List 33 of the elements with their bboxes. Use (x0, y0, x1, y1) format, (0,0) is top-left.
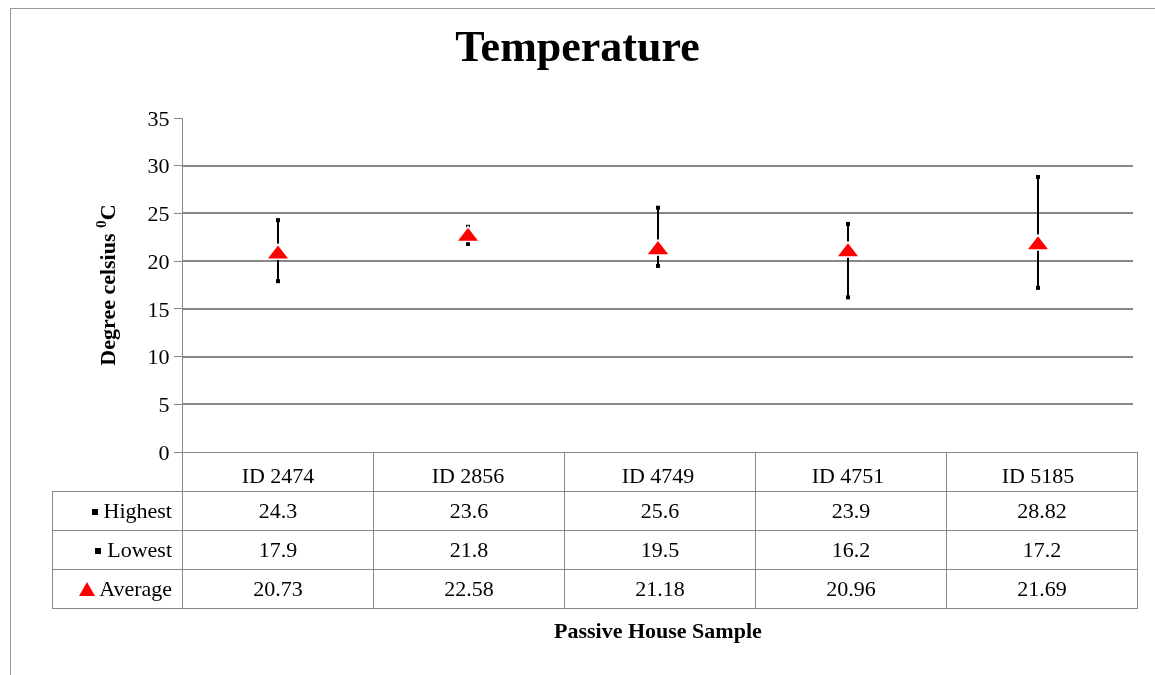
data-label: 23.9 (755, 491, 947, 531)
data-label: 20.96 (755, 569, 947, 609)
x-tick-label: ID 4749 (621, 463, 695, 489)
x-tick-label: ID 2856 (431, 463, 505, 489)
y-tick-label: 25 (147, 201, 170, 227)
legend-label: Average (99, 576, 172, 601)
y-tick-label: 5 (158, 391, 170, 417)
data-label: 21.8 (373, 530, 565, 570)
legend-label: Lowest (107, 537, 172, 562)
data-label: 28.82 (946, 491, 1138, 531)
data-label: 17.2 (946, 530, 1138, 570)
data-label: 24.3 (182, 491, 374, 531)
data-label: 21.69 (946, 569, 1138, 609)
y-tick-label: 35 (147, 105, 170, 131)
data-label: 17.9 (182, 530, 374, 570)
data-label: 25.6 (564, 491, 756, 531)
y-tick-label: 30 (147, 153, 170, 179)
y-tick-label: 0 (158, 439, 170, 465)
data-label: 22.58 (373, 569, 565, 609)
legend-label: Highest (103, 498, 172, 523)
x-tick-label: ID 2474 (241, 463, 315, 489)
x-tick-label: ID 5185 (1001, 463, 1075, 489)
chart-title: Temperature (455, 22, 700, 72)
y-tick-label: 15 (147, 296, 170, 322)
data-label: 16.2 (755, 530, 947, 570)
y-tick-label: 20 (147, 248, 170, 274)
y-tick-label: 10 (147, 344, 170, 370)
text: Passive House Sample (554, 618, 763, 643)
x-tick-label: ID 4751 (811, 463, 885, 489)
data-label: 21.18 (564, 569, 756, 609)
data-label: 19.5 (564, 530, 756, 570)
data-label: 20.73 (182, 569, 374, 609)
data-label: 23.6 (373, 491, 565, 531)
